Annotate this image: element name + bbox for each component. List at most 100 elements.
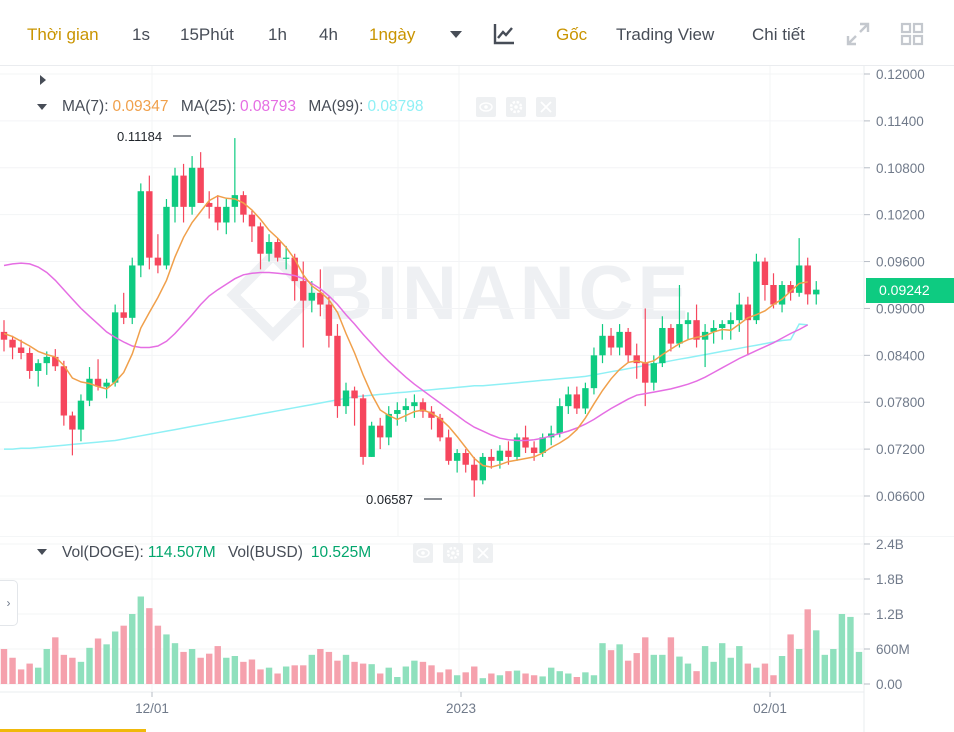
volume-bar: [684, 663, 692, 684]
volume-bar: [180, 651, 187, 684]
volume-bar: [650, 654, 657, 684]
candle-body: [778, 285, 786, 305]
current-price-tag: 0.09242: [866, 278, 954, 303]
price-tick-label: 0.07200: [876, 442, 925, 457]
volume-close-icon[interactable]: [473, 543, 493, 563]
volume-eye-icon[interactable]: [413, 543, 433, 563]
candle-body: [351, 390, 358, 399]
layout-grid-icon[interactable]: [900, 22, 924, 46]
candle-body: [539, 437, 546, 454]
volume-bar: [94, 638, 102, 684]
volume-bar: [616, 644, 623, 684]
candle-body: [9, 339, 16, 348]
time-label[interactable]: Thời gian: [27, 25, 99, 44]
fullscreen-icon[interactable]: [846, 22, 870, 46]
volume-bar: [736, 646, 743, 684]
candle-body: [795, 265, 803, 293]
ma25-value: 0.08793: [239, 98, 296, 115]
candle-body: [223, 206, 230, 223]
settings-icon[interactable]: [506, 97, 526, 117]
candle-body: [334, 335, 341, 407]
volume-collapse-icon[interactable]: [37, 549, 47, 555]
candle-body: [171, 175, 179, 207]
candle-body: [505, 450, 512, 457]
candle-body: [761, 261, 769, 285]
candle-body: [291, 257, 298, 282]
indicator-chart-icon[interactable]: [492, 22, 516, 46]
candle-body: [590, 355, 598, 389]
interval-15m[interactable]: 15Phút: [180, 25, 234, 44]
volume-bar-chart[interactable]: 2.4B 1.8B 1.2B 600M 0.00 12/01 2023 02/01: [0, 536, 954, 732]
candle-body: [599, 335, 606, 356]
price-tick-label: 0.06600: [876, 489, 925, 504]
interval-1s[interactable]: 1s: [132, 25, 150, 44]
volume-bar: [377, 673, 384, 684]
view-tradingview[interactable]: Trading View: [616, 25, 715, 44]
volume-bar: [445, 669, 452, 684]
volume-bar: [624, 660, 632, 684]
volume-bar: [744, 663, 752, 684]
volume-bar: [120, 625, 127, 684]
interval-4h[interactable]: 4h: [319, 25, 338, 44]
candle-body: [317, 292, 324, 305]
candle-body: [111, 312, 119, 383]
volume-bar: [847, 616, 854, 684]
ma99-value: 0.08798: [367, 98, 424, 115]
vol-busd-label: Vol(BUSD): [227, 544, 303, 561]
volume-bar: [282, 666, 290, 684]
volume-bar: [462, 672, 469, 684]
low-price-label: 0.06587: [366, 492, 413, 507]
candle-body: [17, 347, 25, 353]
close-icon[interactable]: [536, 97, 556, 117]
price-candlestick-chart[interactable]: 0.12000 0.11400 0.10800 0.10200 0.09600 0.090…: [0, 66, 954, 536]
view-original[interactable]: Gốc: [556, 25, 588, 44]
volume-bar: [368, 664, 375, 684]
volume-bar: [719, 643, 726, 684]
volume-bar: [300, 665, 307, 684]
active-tab-indicator: [0, 729, 146, 732]
volume-settings-icon[interactable]: [443, 543, 463, 563]
volume-bar: [496, 675, 504, 684]
price-axis: 0.12000 0.11400 0.10800 0.10200 0.09600 0.090…: [863, 66, 925, 536]
volume-bar: [676, 656, 683, 684]
ma7-value: 0.09347: [112, 98, 169, 115]
volume-bar: [43, 649, 50, 684]
side-panel-toggle[interactable]: ›: [0, 580, 18, 626]
volume-bar: [129, 614, 136, 684]
volume-bar: [274, 673, 281, 684]
volume-bar: [428, 665, 435, 684]
eye-icon[interactable]: [476, 97, 496, 117]
candle-body: [129, 265, 136, 318]
volume-bar: [753, 667, 760, 684]
candle-body: [146, 191, 153, 258]
volume-bar: [590, 675, 598, 684]
expand-arrow-icon[interactable]: [40, 75, 46, 85]
volume-bar: [35, 667, 42, 684]
volume-bar: [77, 661, 85, 684]
volume-bar: [163, 634, 170, 684]
candle-body: [257, 226, 264, 254]
candle-body: [60, 366, 68, 416]
candle-body: [43, 356, 50, 364]
volume-bar: [206, 653, 213, 684]
candle-body: [813, 289, 820, 295]
dropdown-caret-icon[interactable]: [450, 31, 462, 38]
collapse-arrow-icon[interactable]: [37, 104, 47, 110]
candle-body: [103, 382, 110, 387]
volume-bar: [52, 637, 59, 684]
candle-body: [342, 390, 350, 407]
annotation-layer: 0.11184 0.06587: [117, 129, 442, 507]
candle-body: [402, 406, 410, 411]
volume-bar: [248, 659, 256, 684]
volume-bar: [813, 630, 820, 684]
candle-body: [282, 257, 290, 259]
volume-bar: [257, 669, 264, 684]
price-tick-label: 0.07800: [876, 395, 925, 410]
interval-1d[interactable]: 1ngày: [369, 25, 416, 44]
candle-body: [616, 331, 623, 348]
view-depth[interactable]: Chi tiết: [752, 25, 805, 44]
candle-body: [607, 335, 615, 348]
candle-body: [496, 450, 504, 461]
volume-bar: [419, 661, 427, 684]
interval-1h[interactable]: 1h: [268, 25, 287, 44]
